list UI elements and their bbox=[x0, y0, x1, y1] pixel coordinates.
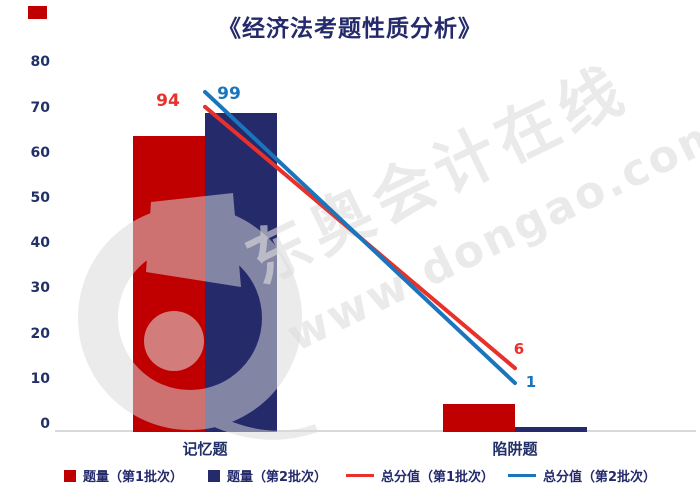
line-总分值（第2批次） bbox=[203, 89, 517, 386]
y-tick-label: 0 bbox=[40, 416, 50, 432]
y-tick-label: 20 bbox=[30, 325, 50, 342]
legend-item-题量（第1批次）: 题量（第1批次） bbox=[64, 466, 183, 485]
legend-square-swatch bbox=[64, 469, 76, 482]
y-tick-label: 60 bbox=[30, 144, 50, 161]
y-tick-label: 40 bbox=[30, 235, 50, 252]
y-tick-label: 80 bbox=[30, 54, 50, 71]
legend-label: 题量（第1批次） bbox=[83, 470, 184, 485]
chart-title: 《经济法考题性质分析》 bbox=[218, 16, 482, 42]
y-tick-label: 30 bbox=[30, 280, 50, 297]
data-label-总分值（第2批次）-记忆题: 99 bbox=[217, 83, 241, 104]
bar-题量（第2批次）-陷阱题 bbox=[515, 427, 587, 432]
legend-item-题量（第2批次）: 题量（第2批次） bbox=[208, 466, 327, 485]
y-tick-label: 70 bbox=[30, 99, 50, 116]
y-tick-label: 50 bbox=[30, 190, 50, 207]
corner-marker bbox=[28, 6, 47, 19]
legend-label: 总分值（第2批次） bbox=[543, 470, 657, 485]
data-label-总分值（第2批次）-陷阱题: 1 bbox=[525, 373, 537, 392]
bar-题量（第1批次）-陷阱题 bbox=[443, 404, 515, 432]
legend-item-总分值（第2批次）: 总分值（第2批次） bbox=[508, 466, 656, 485]
legend-item-总分值（第1批次）: 总分值（第1批次） bbox=[346, 466, 494, 485]
legend-square-swatch bbox=[208, 469, 220, 482]
legend-label: 总分值（第1批次） bbox=[381, 470, 495, 485]
legend-label: 题量（第2批次） bbox=[227, 470, 328, 485]
x-axis-label-陷阱题: 陷阱题 bbox=[492, 440, 538, 458]
data-label-总分值（第1批次）-记忆题: 94 bbox=[156, 90, 180, 111]
x-axis-line bbox=[55, 430, 696, 432]
x-axis-label-记忆题: 记忆题 bbox=[182, 440, 228, 458]
data-label-总分值（第1批次）-陷阱题: 6 bbox=[513, 340, 525, 359]
y-tick-label: 10 bbox=[30, 370, 50, 387]
legend-line-swatch bbox=[346, 474, 374, 477]
legend-line-swatch bbox=[508, 474, 536, 477]
